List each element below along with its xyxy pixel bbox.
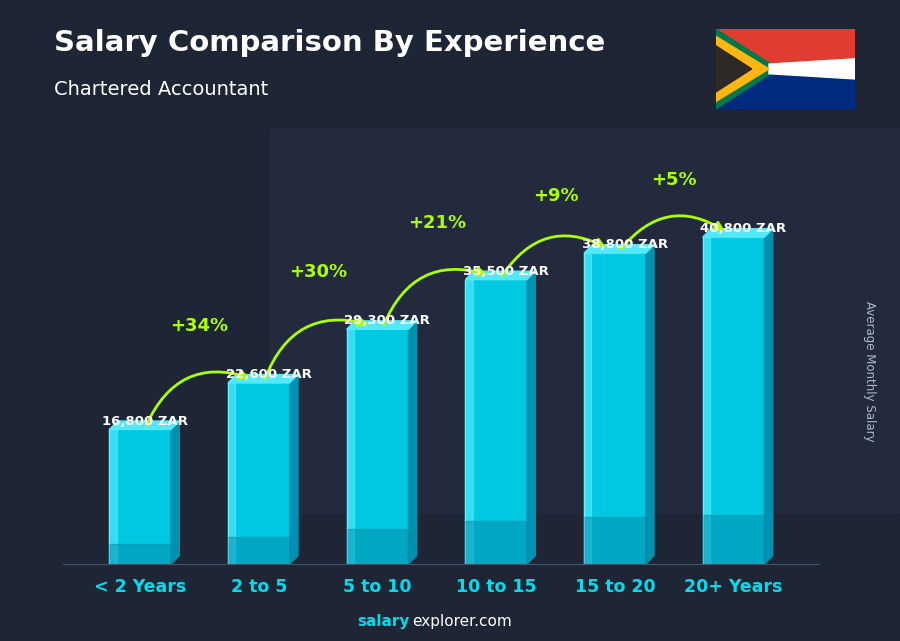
Text: +21%: +21% [408, 213, 466, 231]
Polygon shape [109, 421, 179, 429]
Polygon shape [465, 279, 527, 564]
Text: +30%: +30% [289, 263, 347, 281]
Polygon shape [346, 529, 409, 564]
Polygon shape [409, 321, 417, 564]
Bar [716, 29, 855, 69]
Polygon shape [769, 59, 855, 69]
Text: Average Monthly Salary: Average Monthly Salary [863, 301, 876, 442]
Polygon shape [346, 321, 417, 329]
Polygon shape [465, 521, 527, 564]
Polygon shape [584, 245, 654, 253]
Polygon shape [584, 517, 645, 564]
Text: 29,300 ZAR: 29,300 ZAR [345, 314, 430, 328]
Polygon shape [228, 374, 298, 383]
Polygon shape [764, 229, 773, 564]
Text: +34%: +34% [170, 317, 229, 335]
Polygon shape [346, 329, 354, 564]
Polygon shape [171, 421, 179, 564]
Text: Salary Comparison By Experience: Salary Comparison By Experience [54, 29, 605, 57]
Polygon shape [465, 271, 536, 279]
Text: +5%: +5% [652, 171, 697, 189]
Polygon shape [228, 537, 290, 564]
Text: +9%: +9% [533, 187, 579, 205]
Polygon shape [703, 237, 710, 564]
Polygon shape [769, 69, 855, 79]
Text: 38,800 ZAR: 38,800 ZAR [581, 238, 668, 251]
Text: 35,500 ZAR: 35,500 ZAR [463, 265, 549, 278]
Text: 40,800 ZAR: 40,800 ZAR [700, 222, 787, 235]
Polygon shape [645, 245, 654, 564]
Polygon shape [228, 383, 236, 564]
Bar [716, 69, 855, 109]
Text: 16,800 ZAR: 16,800 ZAR [103, 415, 188, 428]
Polygon shape [527, 271, 536, 564]
Polygon shape [584, 253, 591, 564]
Polygon shape [228, 383, 290, 564]
FancyBboxPatch shape [711, 25, 860, 113]
Polygon shape [465, 279, 472, 564]
Polygon shape [703, 515, 764, 564]
Polygon shape [109, 429, 117, 564]
Bar [270, 128, 900, 513]
Polygon shape [703, 237, 764, 564]
Text: Chartered Accountant: Chartered Accountant [54, 80, 268, 99]
Polygon shape [716, 29, 778, 109]
Polygon shape [109, 544, 171, 564]
Polygon shape [290, 374, 298, 564]
Text: explorer.com: explorer.com [412, 615, 512, 629]
Polygon shape [716, 36, 769, 102]
Polygon shape [716, 46, 751, 92]
Polygon shape [346, 329, 409, 564]
Polygon shape [109, 429, 171, 564]
Polygon shape [703, 229, 773, 237]
Text: salary: salary [357, 615, 410, 629]
Polygon shape [584, 253, 645, 564]
Text: 22,600 ZAR: 22,600 ZAR [226, 368, 311, 381]
